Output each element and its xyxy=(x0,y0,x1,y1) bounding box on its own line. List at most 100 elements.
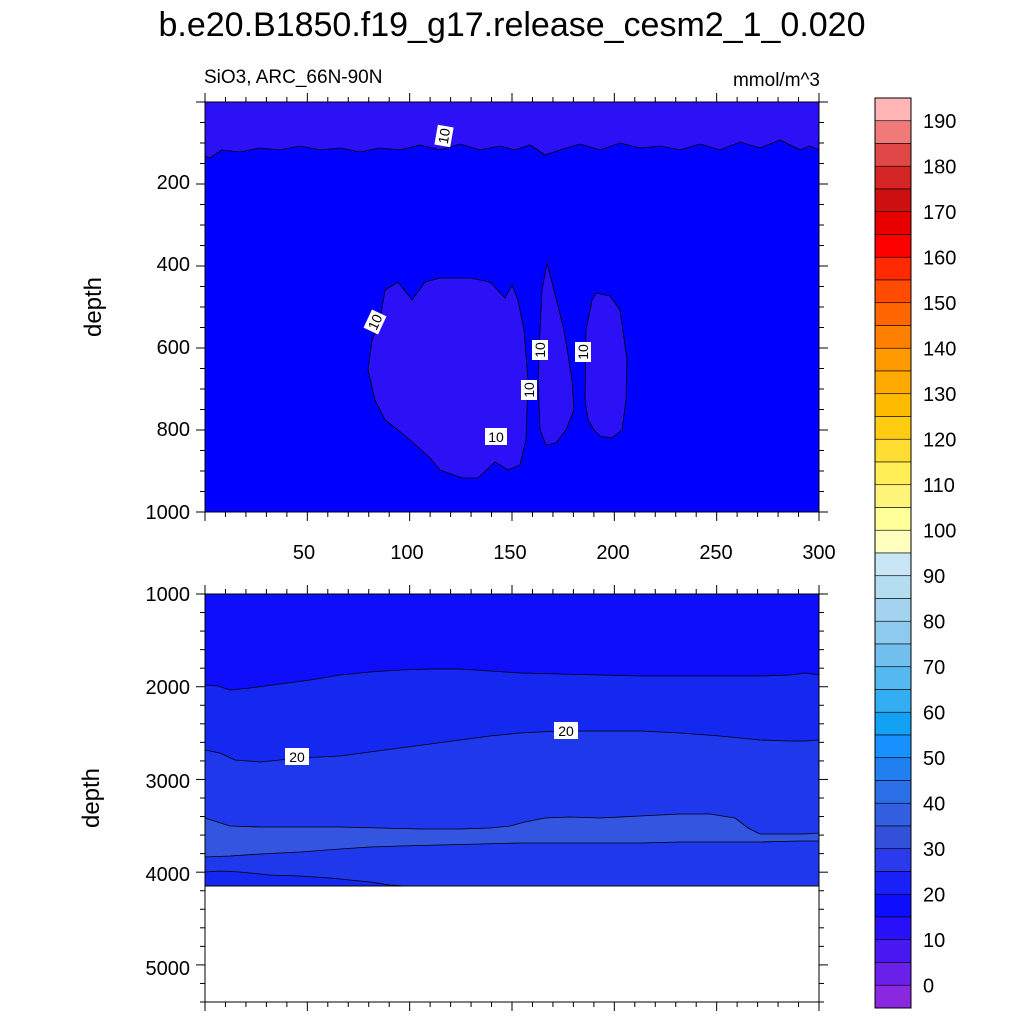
colorbar-segment xyxy=(874,188,912,213)
colorbar-labels: 1901801701601501401301201101009080706050… xyxy=(923,111,956,998)
colorbar-label: 70 xyxy=(923,657,945,679)
upper-contour-label: 10 xyxy=(363,309,387,335)
colorbar-label: 20 xyxy=(923,884,945,906)
upper-ylabel: depth xyxy=(80,277,107,337)
colorbar-segment xyxy=(874,143,912,167)
lower-layer-20-deep xyxy=(204,840,820,887)
colorbar-label: 110 xyxy=(923,475,955,497)
upper-xtick-150: 150 xyxy=(493,542,526,564)
lower-contour-label-text: 20 xyxy=(558,723,574,739)
colorbar-segment xyxy=(874,507,912,531)
upper-contour-label-text: 10 xyxy=(488,429,504,445)
upper-contour-label: 10 xyxy=(434,124,454,148)
colorbar-segment xyxy=(874,734,912,759)
upper-ytick-1000: 1000 xyxy=(146,502,191,524)
colorbar-segment xyxy=(874,893,912,918)
colorbar-segment xyxy=(874,916,912,941)
upper-xtick-250: 250 xyxy=(699,542,732,564)
colorbar-segment xyxy=(874,461,912,486)
colorbar-label: 120 xyxy=(923,429,956,451)
upper-axis-ticks xyxy=(196,93,828,521)
colorbar-segment xyxy=(874,97,912,122)
colorbar-label: 40 xyxy=(923,793,945,815)
colorbar-label: 190 xyxy=(923,111,956,133)
colorbar xyxy=(874,97,912,1009)
upper-xtick-50: 50 xyxy=(293,542,315,564)
colorbar-label: 100 xyxy=(923,520,956,542)
colorbar-label: 50 xyxy=(923,748,945,770)
colorbar-segment xyxy=(874,598,912,622)
upper-contour-label: 10 xyxy=(575,342,591,362)
upper-panel: 200 400 600 800 1000 50 100 150 200 250 … xyxy=(80,93,836,564)
upper-ytick-400: 400 xyxy=(157,254,190,276)
colorbar-segment xyxy=(874,939,912,963)
colorbar-segment xyxy=(874,825,912,850)
colorbar-segment xyxy=(874,802,912,827)
colorbar-segment xyxy=(874,529,912,554)
lower-contour-label-text: 20 xyxy=(289,749,305,765)
lower-contour-label: 20 xyxy=(554,722,578,739)
colorbar-segment xyxy=(874,393,912,417)
colorbar-label: 0 xyxy=(923,975,934,997)
upper-ytick-600: 600 xyxy=(157,337,190,359)
colorbar-segment xyxy=(874,120,912,144)
upper-contour-label: 10 xyxy=(521,380,537,400)
lower-ytick-5000: 5000 xyxy=(146,958,191,980)
upper-contour-label: 10 xyxy=(532,340,548,360)
colorbar-label: 140 xyxy=(923,338,956,360)
colorbar-segment xyxy=(874,438,912,463)
colorbar-segment xyxy=(874,871,912,895)
lower-axis-ticks xyxy=(196,585,828,1011)
colorbar-label: 10 xyxy=(923,930,945,952)
upper-contour-label-text: 10 xyxy=(575,344,591,360)
upper-xtick-100: 100 xyxy=(390,542,423,564)
colorbar-frame xyxy=(874,97,912,1009)
colorbar-segment xyxy=(874,757,912,781)
colorbar-label: 60 xyxy=(923,702,945,724)
colorbar-segment xyxy=(874,370,912,395)
units-label: mmol/m^3 xyxy=(733,70,820,91)
upper-contour-label-text: 10 xyxy=(435,127,453,145)
upper-contour-label-text: 10 xyxy=(532,342,548,358)
colorbar-label: 90 xyxy=(923,566,945,588)
colorbar-segment xyxy=(874,325,912,349)
lower-ylabel: depth xyxy=(78,768,105,828)
colorbar-segment xyxy=(874,620,912,645)
colorbar-segment xyxy=(874,962,912,986)
colorbar-segment xyxy=(874,302,912,326)
upper-xtick-200: 200 xyxy=(596,542,629,564)
upper-patch-3 xyxy=(584,292,628,439)
upper-surface-region xyxy=(204,101,820,159)
colorbar-segment xyxy=(874,552,912,577)
colorbar-segment xyxy=(874,347,912,372)
colorbar-label: 150 xyxy=(923,293,956,315)
colorbar-segment xyxy=(874,416,912,440)
colorbar-segment xyxy=(874,780,912,804)
upper-patch-2 xyxy=(537,262,575,446)
colorbar-segment xyxy=(874,666,912,690)
colorbar-label: 170 xyxy=(923,202,956,224)
colorbar-segment xyxy=(874,711,912,736)
lower-contour-label: 20 xyxy=(285,748,309,765)
upper-contour-label-text: 10 xyxy=(364,311,385,332)
variable-label: SiO3, ARC_66N-90N xyxy=(204,67,382,88)
colorbar-segment xyxy=(874,984,912,1009)
colorbar-segment xyxy=(874,689,912,713)
colorbar-segment xyxy=(874,211,912,235)
upper-ytick-200: 200 xyxy=(157,172,190,194)
colorbar-segment xyxy=(874,256,912,281)
colorbar-segment xyxy=(874,575,912,599)
upper-contour-label: 10 xyxy=(485,428,507,445)
lower-panel: 1000 2000 3000 4000 5000 depth 20 20 xyxy=(78,584,828,1011)
colorbar-segment xyxy=(874,234,912,258)
colorbar-label: 130 xyxy=(923,384,956,406)
colorbar-segment xyxy=(874,484,912,508)
upper-xtick-300: 300 xyxy=(802,542,835,564)
lower-ytick-3000: 3000 xyxy=(146,771,191,793)
lower-ytick-4000: 4000 xyxy=(146,864,191,886)
upper-ytick-800: 800 xyxy=(157,419,190,441)
upper-contour-label-text: 10 xyxy=(521,382,537,398)
colorbar-segment xyxy=(874,848,912,872)
lower-ytick-1000: 1000 xyxy=(146,584,191,606)
